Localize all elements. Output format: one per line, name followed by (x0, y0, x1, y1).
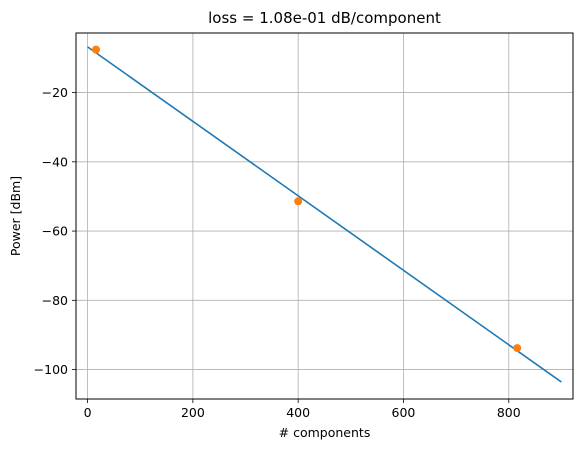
grid (76, 33, 573, 399)
x-tick-label: 400 (286, 405, 310, 420)
x-axis-label: # components (279, 425, 371, 440)
plot-series (87, 45, 562, 383)
x-tick-label: 0 (84, 405, 92, 420)
data-point (294, 197, 303, 206)
data-point (513, 344, 522, 353)
chart-title: loss = 1.08e-01 dB/component (208, 9, 441, 27)
x-axis-ticks: 0 200 400 600 800 (84, 399, 521, 420)
fit-line (87, 46, 562, 383)
y-tick-label: −80 (42, 293, 68, 308)
y-tick-label: −60 (42, 224, 68, 239)
plot-frame (75, 32, 574, 400)
x-tick-label: 600 (392, 405, 416, 420)
y-tick-label: −40 (42, 154, 68, 169)
data-point (92, 45, 101, 54)
x-tick-label: 200 (181, 405, 205, 420)
x-tick-label: 800 (497, 405, 521, 420)
y-axis-ticks: −20 −40 −60 −80 −100 (34, 85, 76, 377)
y-tick-label: −100 (34, 362, 68, 377)
y-axis-label: Power [dBm] (8, 176, 23, 256)
y-tick-label: −20 (42, 85, 68, 100)
